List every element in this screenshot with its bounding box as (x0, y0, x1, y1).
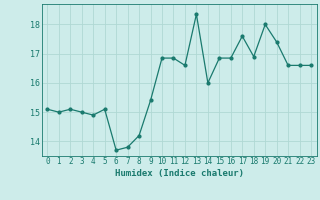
X-axis label: Humidex (Indice chaleur): Humidex (Indice chaleur) (115, 169, 244, 178)
